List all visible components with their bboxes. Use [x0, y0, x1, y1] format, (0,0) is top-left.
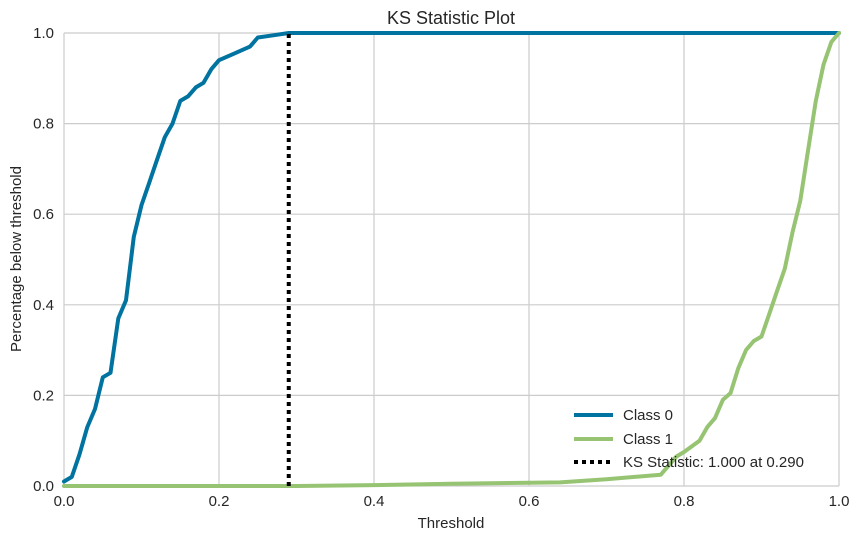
x-axis-label: Threshold — [418, 515, 485, 532]
x-tick-label: 0.8 — [674, 493, 695, 510]
chart-title: KS Statistic Plot — [387, 8, 515, 28]
y-tick-label: 0.8 — [33, 116, 54, 133]
y-axis-label: Percentage below threshold — [8, 166, 25, 352]
x-tick-label: 0.0 — [54, 493, 75, 510]
x-tick-label: 0.2 — [209, 493, 230, 510]
x-tick-label: 0.4 — [364, 493, 385, 510]
legend-label-class-1: Class 1 — [623, 431, 673, 448]
series-line-class-0 — [62, 31, 841, 484]
series-layer — [62, 31, 841, 488]
y-tick-label: 0.0 — [33, 478, 54, 495]
grid — [63, 32, 840, 487]
y-tick-label: 0.4 — [33, 297, 54, 314]
y-tick-label: 0.6 — [33, 206, 54, 223]
tick-labels: 0.0 0.2 0.4 0.6 0.8 1.0 0.0 0.2 0.4 0.6 0.8 1.0 — [33, 25, 849, 510]
legend-label-ks-statistic: KS Statistic: 1.000 at 0.290 — [623, 454, 804, 471]
legend: Class 0 Class 1 KS Statistic: 1.000 at 0… — [574, 407, 804, 471]
legend-label-class-0: Class 0 — [623, 407, 673, 424]
series-line-class-1 — [62, 31, 841, 488]
x-tick-label: 0.6 — [519, 493, 540, 510]
y-tick-label: 1.0 — [33, 25, 54, 42]
y-tick-label: 0.2 — [33, 387, 54, 404]
x-tick-label: 1.0 — [829, 493, 850, 510]
plot-area — [64, 33, 839, 486]
